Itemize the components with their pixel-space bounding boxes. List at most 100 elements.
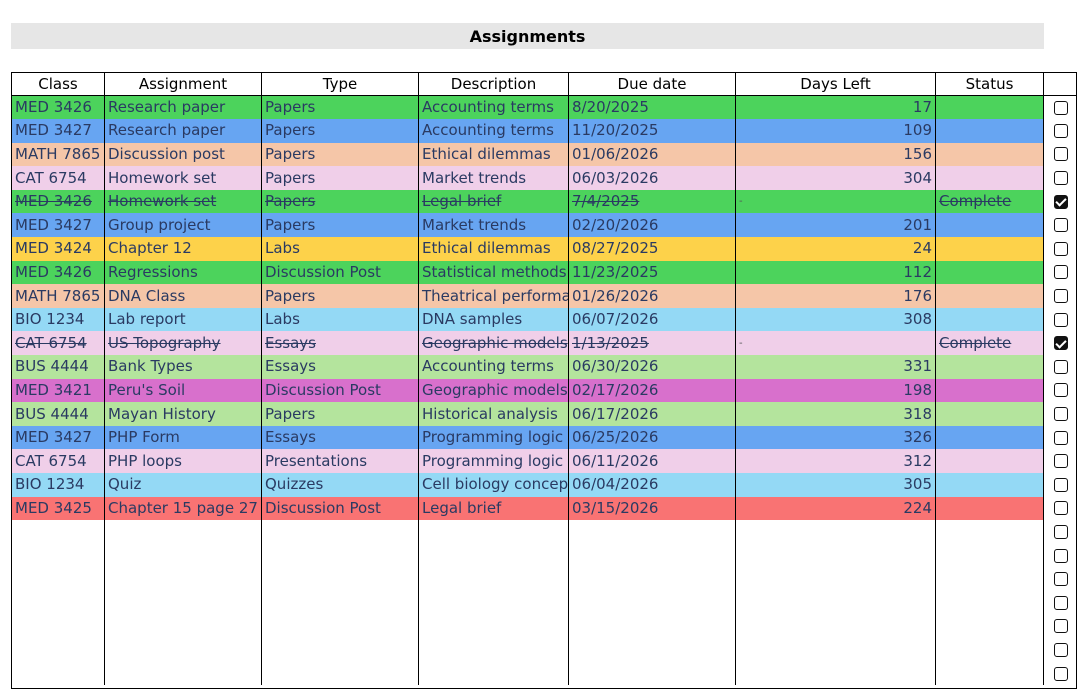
empty-cell[interactable] (12, 638, 105, 662)
assignment-cell[interactable]: Lab report (104, 307, 262, 332)
class-cell[interactable]: MATH 7865 (12, 142, 105, 167)
due-date-cell[interactable]: 11/23/2025 (568, 260, 736, 285)
empty-cell[interactable] (261, 638, 419, 662)
description-cell[interactable]: Theatrical performance (418, 284, 569, 308)
description-cell[interactable]: Programming logic (418, 449, 569, 473)
due-date-cell[interactable]: 03/15/2026 (568, 496, 736, 521)
complete-checkbox[interactable] (1053, 194, 1068, 209)
empty-cell[interactable] (735, 590, 936, 615)
status-cell[interactable] (935, 378, 1044, 403)
complete-checkbox[interactable] (1053, 642, 1068, 657)
header-class[interactable]: Class (12, 73, 105, 96)
description-cell[interactable]: Ethical dilemmas (418, 237, 569, 261)
complete-checkbox[interactable] (1053, 524, 1068, 539)
description-cell[interactable]: Geographic models (418, 331, 569, 356)
days-left-cell[interactable]: 109 (735, 119, 936, 143)
days-left-cell[interactable]: 304 (735, 166, 936, 190)
empty-cell[interactable] (735, 614, 936, 639)
header-description[interactable]: Description (418, 73, 569, 96)
empty-cell[interactable] (418, 661, 569, 686)
days-left-cell[interactable]: 112 (735, 260, 936, 285)
assignment-cell[interactable]: Peru's Soil (104, 378, 262, 403)
empty-cell[interactable] (418, 614, 569, 639)
description-cell[interactable]: Programming logic (418, 425, 569, 450)
empty-cell[interactable] (735, 638, 936, 662)
assignment-cell[interactable]: Bank Types (104, 355, 262, 379)
assignment-cell[interactable]: DNA Class (104, 284, 262, 308)
type-cell[interactable]: Discussion Post (261, 378, 419, 403)
complete-checkbox[interactable] (1053, 171, 1068, 186)
class-cell[interactable]: MED 3427 (12, 425, 105, 450)
empty-cell[interactable] (935, 590, 1044, 615)
due-date-cell[interactable]: 7/4/2025 (568, 189, 736, 214)
complete-checkbox[interactable] (1053, 407, 1068, 422)
empty-cell[interactable] (104, 638, 262, 662)
empty-cell[interactable] (418, 638, 569, 662)
empty-cell[interactable] (568, 543, 736, 568)
due-date-cell[interactable]: 06/17/2026 (568, 402, 736, 426)
complete-checkbox[interactable] (1053, 123, 1068, 138)
empty-cell[interactable] (104, 614, 262, 639)
assignment-cell[interactable]: Research paper (104, 119, 262, 143)
description-cell[interactable]: Market trends (418, 213, 569, 238)
complete-checkbox[interactable] (1053, 265, 1068, 280)
assignment-cell[interactable]: Group project (104, 213, 262, 238)
empty-cell[interactable] (568, 661, 736, 686)
empty-cell[interactable] (12, 567, 105, 591)
complete-checkbox[interactable] (1053, 595, 1068, 610)
complete-checkbox[interactable] (1053, 100, 1068, 115)
class-cell[interactable]: CAT 6754 (12, 331, 105, 356)
type-cell[interactable]: Essays (261, 355, 419, 379)
empty-cell[interactable] (568, 614, 736, 639)
status-cell[interactable] (935, 260, 1044, 285)
type-cell[interactable]: Papers (261, 284, 419, 308)
empty-cell[interactable] (735, 661, 936, 686)
type-cell[interactable]: Papers (261, 189, 419, 214)
complete-checkbox[interactable] (1053, 572, 1068, 587)
empty-cell[interactable] (735, 520, 936, 544)
empty-cell[interactable] (568, 590, 736, 615)
days-left-cell[interactable]: 156 (735, 142, 936, 167)
empty-cell[interactable] (935, 614, 1044, 639)
description-cell[interactable]: Accounting terms (418, 95, 569, 120)
class-cell[interactable]: MED 3426 (12, 95, 105, 120)
header-due-date[interactable]: Due date (568, 73, 736, 96)
due-date-cell[interactable]: 08/27/2025 (568, 237, 736, 261)
empty-cell[interactable] (935, 543, 1044, 568)
empty-cell[interactable] (12, 543, 105, 568)
due-date-cell[interactable]: 01/06/2026 (568, 142, 736, 167)
due-date-cell[interactable]: 8/20/2025 (568, 95, 736, 120)
type-cell[interactable]: Papers (261, 213, 419, 238)
empty-cell[interactable] (12, 520, 105, 544)
complete-checkbox[interactable] (1053, 666, 1068, 681)
empty-cell[interactable] (418, 567, 569, 591)
type-cell[interactable]: Papers (261, 166, 419, 190)
assignment-cell[interactable]: Research paper (104, 95, 262, 120)
days-left-cell[interactable]: - (735, 331, 936, 356)
empty-cell[interactable] (104, 543, 262, 568)
due-date-cell[interactable]: 06/25/2026 (568, 425, 736, 450)
empty-cell[interactable] (935, 638, 1044, 662)
due-date-cell[interactable]: 06/07/2026 (568, 307, 736, 332)
empty-cell[interactable] (568, 520, 736, 544)
complete-checkbox[interactable] (1053, 359, 1068, 374)
type-cell[interactable]: Papers (261, 119, 419, 143)
assignment-cell[interactable]: Chapter 15 page 27 (104, 496, 262, 521)
empty-cell[interactable] (568, 567, 736, 591)
complete-checkbox[interactable] (1053, 218, 1068, 233)
status-cell[interactable] (935, 213, 1044, 238)
days-left-cell[interactable]: 17 (735, 95, 936, 120)
empty-cell[interactable] (12, 614, 105, 639)
empty-cell[interactable] (935, 520, 1044, 544)
status-cell[interactable] (935, 284, 1044, 308)
class-cell[interactable]: MED 3427 (12, 119, 105, 143)
empty-cell[interactable] (735, 543, 936, 568)
status-cell[interactable] (935, 449, 1044, 473)
empty-cell[interactable] (104, 590, 262, 615)
assignment-cell[interactable]: Quiz (104, 473, 262, 497)
empty-cell[interactable] (418, 520, 569, 544)
status-cell[interactable] (935, 355, 1044, 379)
type-cell[interactable]: Papers (261, 402, 419, 426)
type-cell[interactable]: Labs (261, 307, 419, 332)
empty-cell[interactable] (104, 661, 262, 686)
